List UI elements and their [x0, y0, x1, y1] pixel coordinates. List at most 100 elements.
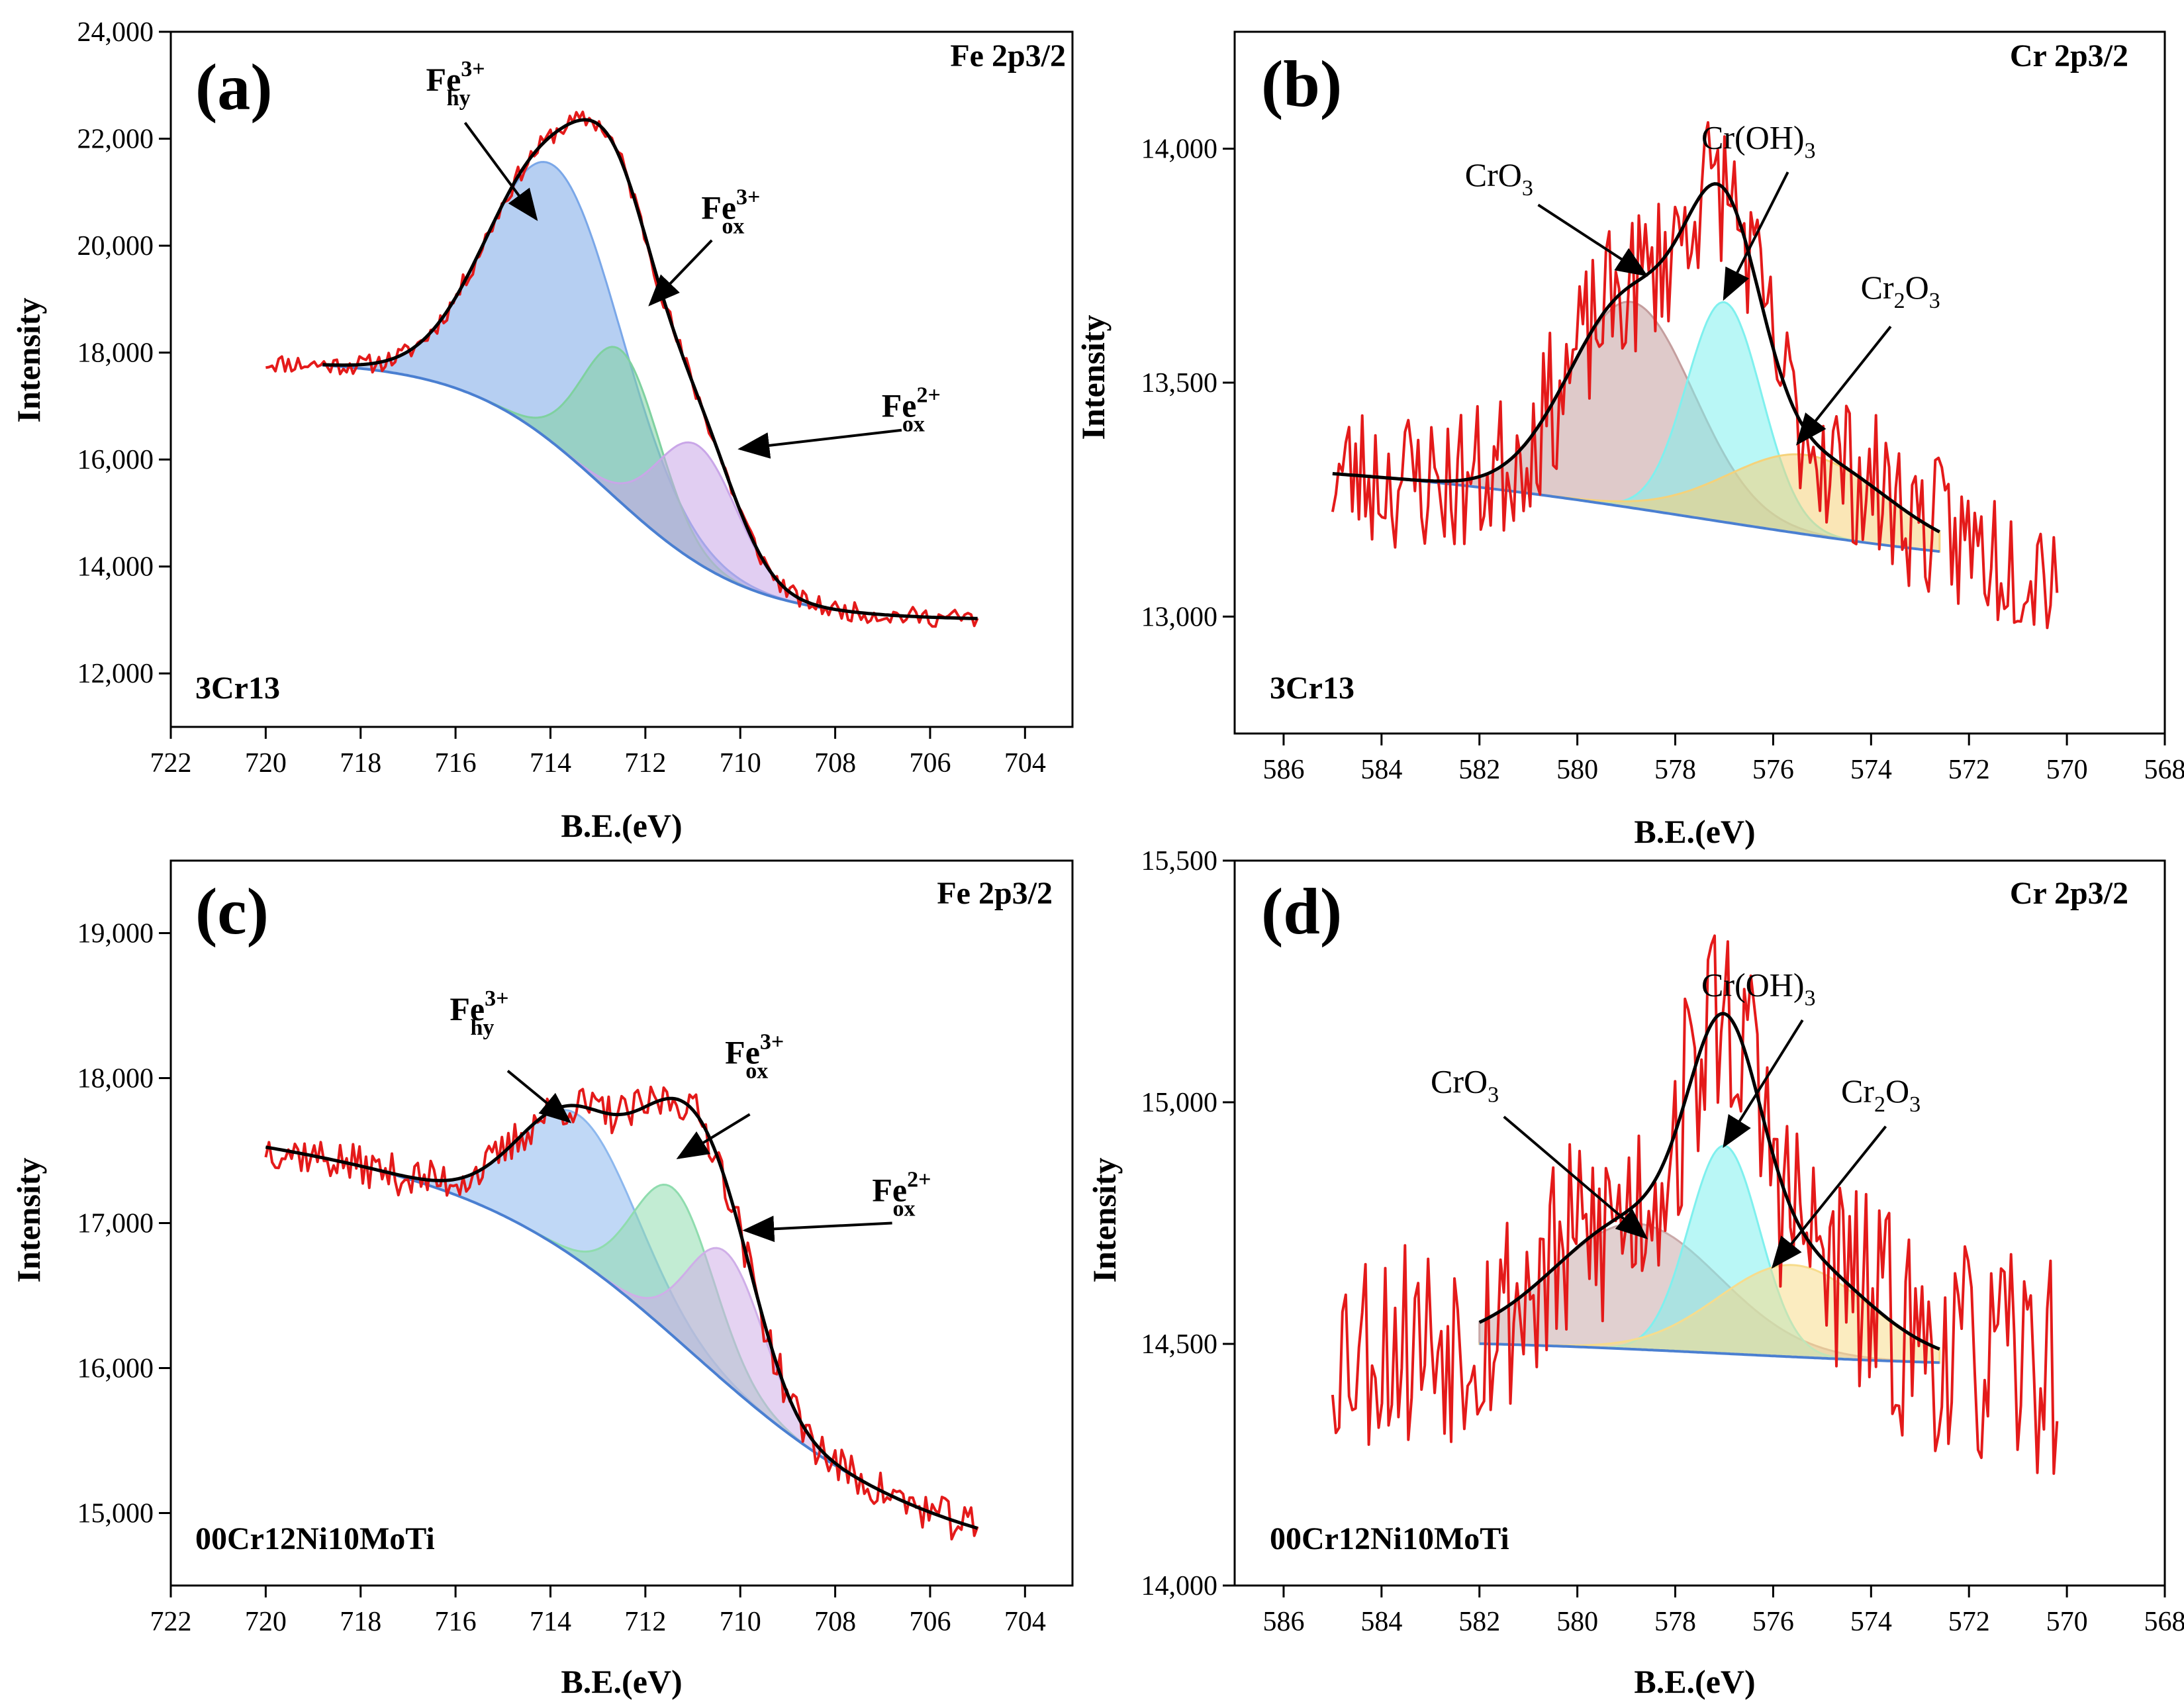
panel-label: (b) [1261, 47, 1342, 120]
species-label: CrO3 [1431, 1063, 1499, 1107]
y-tick-label: 16,000 [77, 445, 154, 475]
region-label: Cr 2p3/2 [2010, 38, 2128, 73]
chart-panel-c: Intensity B.E.(eV) (c) Fe 2p3/2 00Cr12Ni… [10, 859, 1074, 1700]
x-tick-label: 716 [435, 1607, 477, 1637]
x-tick-label: 722 [150, 1607, 192, 1637]
x-tick-label: 582 [1458, 755, 1500, 785]
species-label: Fe2+ ox [882, 383, 941, 437]
species-label: Cr2O3 [1841, 1072, 1921, 1117]
x-tick-label: 578 [1654, 1607, 1696, 1637]
chart-panel-d: Intensity B.E.(eV) (d) Cr 2p3/2 00Cr12Ni… [1086, 846, 2184, 1700]
x-tick-label: 574 [1850, 1607, 1892, 1637]
x-tick-label: 708 [814, 1607, 856, 1637]
plot-frame [1233, 859, 2166, 1587]
x-axis-title: B.E.(eV) [561, 807, 682, 844]
x-tick-label: 710 [720, 1607, 761, 1637]
annotation-arrow [463, 122, 538, 221]
x-tick-label: 584 [1360, 755, 1402, 785]
chart-panel-b: Intensity B.E.(eV) (b) Cr 2p3/2 3Cr13 58… [1074, 30, 2184, 850]
x-tick-label: 722 [150, 748, 192, 779]
y-tick-label: 15,000 [1141, 1088, 1218, 1118]
y-tick-label: 14,000 [1141, 1571, 1218, 1601]
annotation-arrow [1723, 171, 1789, 301]
y-tick-label: 13,000 [1141, 602, 1218, 632]
raw-spectrum [1331, 934, 2059, 1475]
fit-envelope [265, 1096, 978, 1530]
region-label: Fe 2p3/2 [950, 38, 1066, 73]
x-tick-label: 710 [720, 748, 761, 779]
species-label: CrO3 [1465, 156, 1533, 201]
fit-envelope [322, 118, 978, 620]
raw-spectrum [1331, 121, 2059, 630]
component-peak [265, 1109, 978, 1529]
x-tick-label: 712 [624, 1607, 666, 1637]
x-tick-label: 568 [2144, 755, 2184, 785]
component-peak [322, 364, 978, 620]
x-tick-label: 578 [1654, 755, 1696, 785]
x-axis-title: B.E.(eV) [1634, 1663, 1755, 1700]
x-tick-label: 570 [2046, 1607, 2088, 1637]
x-tick-label: 576 [1752, 755, 1794, 785]
species-label: Cr(OH)3 [1701, 966, 1816, 1010]
x-tick-label: 580 [1556, 755, 1598, 785]
sample-label: 3Cr13 [195, 671, 280, 706]
y-axis-title: Intensity [1086, 1158, 1123, 1283]
y-tick-label: 19,000 [77, 919, 154, 949]
chart-panel-a: Intensity B.E.(eV) (a) Fe 2p3/2 3Cr13 72… [10, 17, 1074, 844]
annotation-arrow [1771, 1125, 1887, 1269]
x-tick-label: 582 [1458, 1607, 1500, 1637]
plot-frame [169, 30, 1074, 728]
x-tick-label: 572 [1948, 755, 1990, 785]
x-tick-label: 574 [1850, 755, 1892, 785]
species-label: Cr(OH)3 [1701, 119, 1816, 164]
x-tick-label: 584 [1360, 1607, 1402, 1637]
sample-label: 00Cr12Ni10MoTi [195, 1521, 435, 1556]
x-tick-label: 586 [1262, 755, 1304, 785]
y-tick-label: 22,000 [77, 124, 154, 155]
y-axis-title: Intensity [10, 298, 47, 423]
x-tick-label: 718 [340, 1607, 381, 1637]
species-label: Fe3+ hy [450, 986, 508, 1040]
y-axis-title: Intensity [1074, 315, 1112, 440]
species-label: Fe3+ hy [426, 57, 485, 111]
y-tick-label: 15,500 [1141, 846, 1218, 877]
annotation-arrow [742, 1215, 892, 1243]
x-tick-label: 718 [340, 748, 381, 779]
x-tick-label: 572 [1948, 1607, 1990, 1637]
x-axis-title: B.E.(eV) [561, 1663, 682, 1700]
y-tick-label: 20,000 [77, 231, 154, 261]
x-tick-label: 714 [530, 748, 571, 779]
annotation-arrow [737, 428, 902, 459]
raw-spectrum [264, 1085, 979, 1541]
region-label: Cr 2p3/2 [2010, 876, 2128, 911]
x-tick-label: 570 [2046, 755, 2088, 785]
x-tick-label: 576 [1752, 1607, 1794, 1637]
y-tick-label: 14,000 [1141, 134, 1218, 165]
plot-area [1331, 934, 2059, 1475]
sample-label: 00Cr12Ni10MoTi [1270, 1521, 1509, 1556]
y-tick-label: 15,000 [77, 1499, 154, 1529]
annotation-arrow [1795, 325, 1892, 446]
background-line [1479, 1342, 1940, 1364]
plot-area [265, 111, 979, 628]
panel-label: (c) [195, 875, 269, 948]
region-label: Fe 2p3/2 [937, 876, 1053, 911]
x-tick-label: 586 [1262, 1607, 1304, 1637]
panel-label: (a) [195, 50, 273, 124]
y-tick-label: 24,000 [77, 17, 154, 48]
sample-label: 3Cr13 [1270, 671, 1354, 706]
x-tick-label: 714 [530, 1607, 571, 1637]
x-tick-label: 712 [624, 748, 666, 779]
y-tick-label: 17,000 [77, 1209, 154, 1239]
plot-area [1331, 121, 2059, 630]
species-label: Fe3+ ox [725, 1030, 784, 1084]
x-tick-label: 716 [435, 748, 477, 779]
species-label: Cr2O3 [1861, 269, 1940, 313]
fit-envelope [1332, 182, 1940, 534]
x-tick-label: 708 [814, 748, 856, 779]
x-tick-label: 706 [909, 1607, 951, 1637]
annotation-arrow [676, 1113, 751, 1160]
annotation-arrow [1723, 1019, 1804, 1149]
y-tick-label: 16,000 [77, 1354, 154, 1384]
